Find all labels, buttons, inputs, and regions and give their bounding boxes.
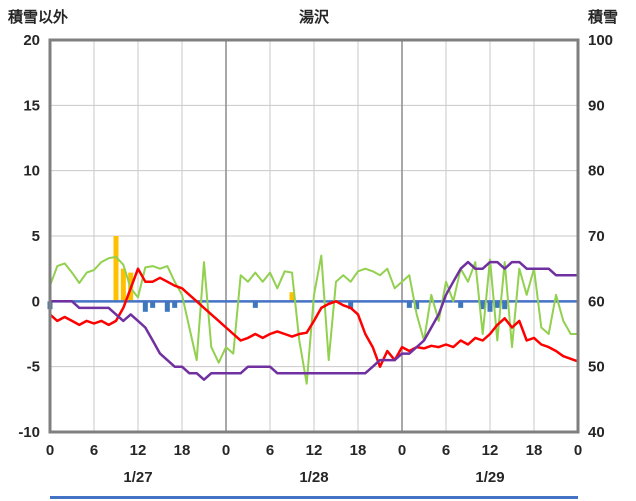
left-axis-tick-label: 20 <box>23 32 40 49</box>
orange-bar <box>113 236 119 302</box>
right-axis-tick-label: 50 <box>588 359 605 376</box>
right-axis-tick-label: 40 <box>588 424 605 441</box>
blue-bar <box>502 301 508 310</box>
blue-bar <box>487 301 493 312</box>
hour-tick-label: 6 <box>442 442 450 459</box>
hour-tick-label: 12 <box>306 442 323 459</box>
hour-tick-label: 0 <box>222 442 230 459</box>
blue-bar <box>172 301 178 308</box>
right-axis-tick-label: 80 <box>588 163 605 180</box>
plot-frame <box>48 38 580 434</box>
blue-bar <box>150 301 156 308</box>
left-axis-tick-label: -5 <box>27 359 40 376</box>
right-axis-tick-label: 60 <box>588 293 605 310</box>
blue-bar <box>252 301 258 308</box>
blue-bar <box>458 301 464 308</box>
day-label: 1/27 <box>123 469 152 486</box>
left-axis-tick-label: 15 <box>23 97 40 114</box>
right-axis-tick-label: 70 <box>588 228 605 245</box>
blue-bar <box>406 301 412 308</box>
blue-bar <box>414 301 420 310</box>
hour-tick-label: 6 <box>266 442 274 459</box>
right-axis-tick-label: 90 <box>588 97 605 114</box>
hour-tick-label: 18 <box>350 442 367 459</box>
hour-tick-label: 18 <box>526 442 543 459</box>
hour-tick-label: 6 <box>90 442 98 459</box>
blue-bar <box>348 301 354 310</box>
chart-title: 湯沢 <box>298 9 329 26</box>
hour-tick-label: 12 <box>130 442 147 459</box>
left-axis-tick-label: 0 <box>32 293 40 310</box>
hour-tick-label: 18 <box>174 442 191 459</box>
bottom-accent-line <box>50 496 578 499</box>
hour-tick-label: 12 <box>482 442 499 459</box>
right-axis-title: 積雪 <box>587 9 618 26</box>
blue-bar <box>164 301 170 312</box>
purple-line <box>48 260 580 381</box>
left-axis-tick-label: -10 <box>18 424 40 441</box>
blue-bar <box>480 301 486 310</box>
left-axis-tick-label: 5 <box>32 228 40 245</box>
right-axis-tick-label: 100 <box>588 32 613 49</box>
hour-tick-label: 0 <box>574 442 582 459</box>
red-line <box>48 267 580 368</box>
day-label: 1/28 <box>299 469 328 486</box>
hour-tick-label: 0 <box>46 442 54 459</box>
day-label: 1/29 <box>475 469 504 486</box>
orange-bar <box>289 292 295 302</box>
blue-bar <box>142 301 148 312</box>
green-line <box>49 254 579 385</box>
orange-bar <box>120 268 126 302</box>
blue-bar <box>494 301 500 308</box>
hour-tick-label: 0 <box>398 442 406 459</box>
left-axis-tick-label: 10 <box>23 163 40 180</box>
left-axis-title: 積雪以外 <box>8 9 69 26</box>
